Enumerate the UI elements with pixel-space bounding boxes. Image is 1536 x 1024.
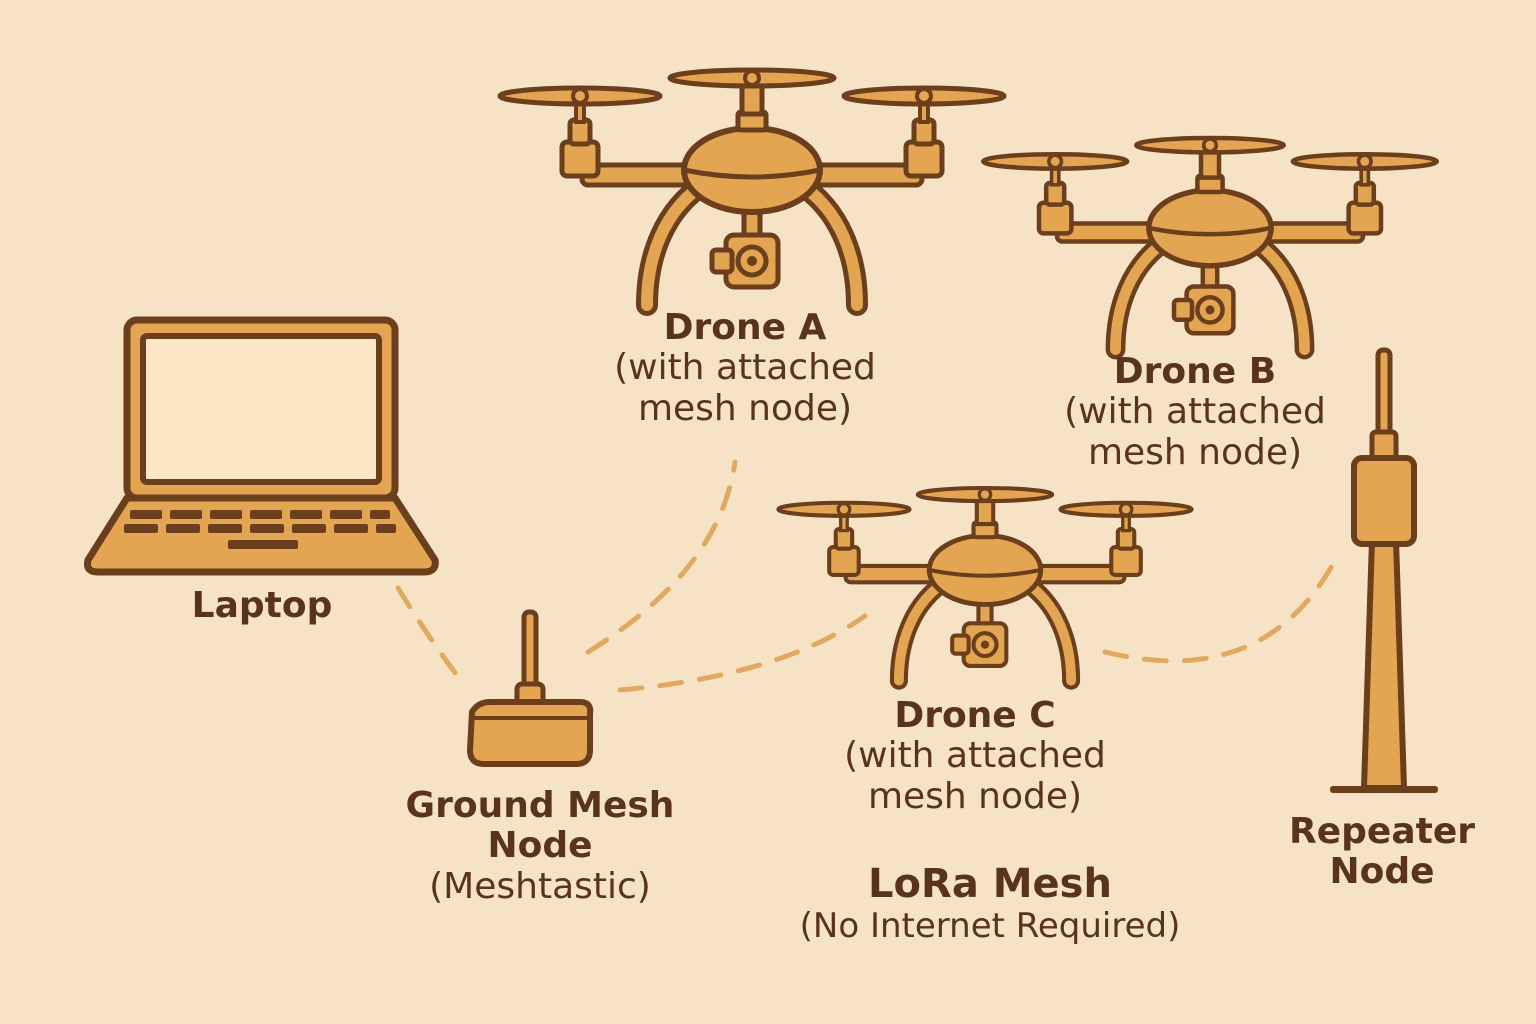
- network-label: LoRa Mesh (No Internet Required): [760, 862, 1220, 945]
- drone-c-label: Drone C (with attached mesh node): [810, 695, 1140, 817]
- drone-b-label: Drone B (with attached mesh node): [1030, 351, 1360, 473]
- ground-node-title-line-2: Node: [487, 825, 593, 867]
- drone-a-subtitle-line-2: mesh node): [637, 387, 853, 429]
- ground-node-subtitle: (Meshtastic): [429, 865, 651, 907]
- network-title: LoRa Mesh: [868, 861, 1112, 907]
- drone-c-subtitle-line-2: mesh node): [867, 775, 1083, 817]
- drone-c-subtitle-line-1: (with attached: [844, 735, 1106, 777]
- drone-a-subtitle-line-1: (with attached: [614, 347, 876, 389]
- drone-b-subtitle-line-1: (with attached: [1064, 391, 1326, 433]
- mesh-links: [395, 459, 1335, 693]
- laptop-label: Laptop: [160, 585, 364, 626]
- repeater-node-label: Repeater Node: [1270, 811, 1494, 893]
- link-drone-c-repeater: [1102, 563, 1335, 664]
- drone-b-title: Drone B: [1113, 351, 1277, 392]
- link-ground-drone-a: [585, 459, 738, 655]
- drone-a-title: Drone A: [663, 307, 827, 348]
- link-ground-drone-c: [617, 613, 868, 693]
- ground-node-icon: [466, 609, 594, 767]
- repeater-title-line-2: Node: [1329, 851, 1435, 893]
- link-laptop-ground: [395, 585, 465, 685]
- repeater-tower-icon: [1330, 347, 1438, 793]
- drone-c-title: Drone C: [894, 695, 1056, 736]
- drone-b-subtitle-line-2: mesh node): [1087, 431, 1303, 473]
- ground-node-title-line-1: Ground Mesh: [405, 785, 675, 826]
- laptop-title: Laptop: [191, 585, 333, 626]
- ground-node-label: Ground Mesh Node (Meshtastic): [380, 785, 700, 907]
- network-subtitle: (No Internet Required): [799, 905, 1181, 946]
- drone-a-label: Drone A (with attached mesh node): [570, 307, 920, 429]
- repeater-title-line-1: Repeater: [1289, 811, 1475, 852]
- laptop-icon: [84, 316, 439, 576]
